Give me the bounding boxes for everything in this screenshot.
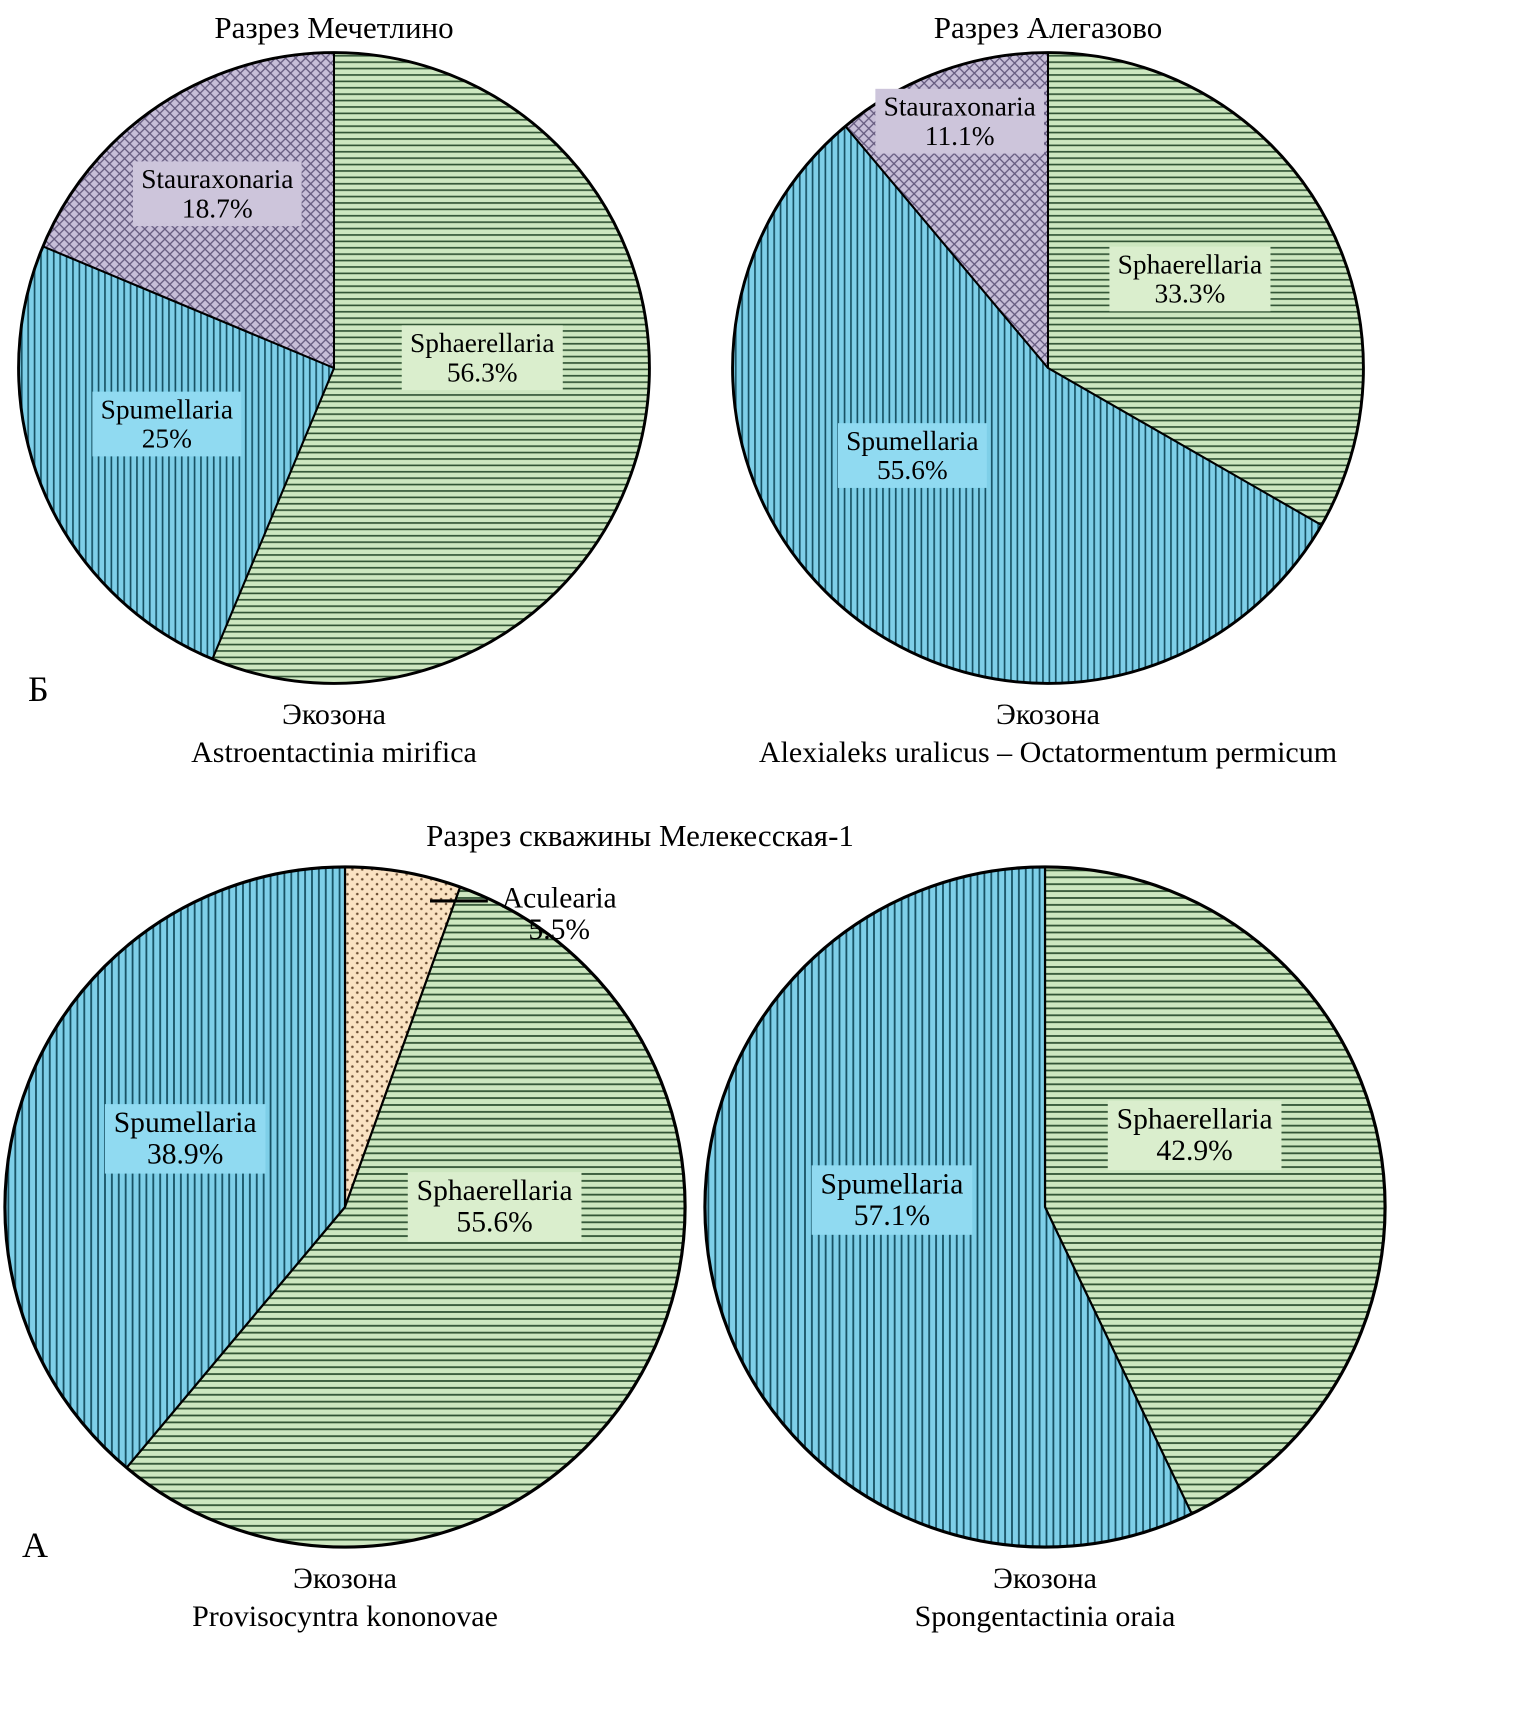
svg-text:18.7%: 18.7% — [182, 193, 253, 223]
top-row: Разрез Мечетлино Sphaerellaria 56.3% Spume… — [0, 0, 1514, 772]
chart-title-mechetlino: Разрез Мечетлино — [214, 10, 454, 45]
caption-mechetlino: Экозона Astroentactinia mirifica — [191, 696, 477, 772]
caption-line-species: Spongentactinia oraia — [914, 1600, 1176, 1633]
svg-text:5.5%: 5.5% — [528, 914, 590, 946]
panel-melekesskaya-right: Sphaerellaria 42.9% Spumellaria 57.1% Экозо… — [700, 862, 1390, 1636]
svg-text:Sphaerellaria: Sphaerellaria — [1117, 1104, 1273, 1136]
svg-text:Sphaerellaria: Sphaerellaria — [1118, 249, 1263, 279]
svg-text:Sphaerellaria: Sphaerellaria — [417, 1175, 573, 1207]
caption-line-ecozone: Экозона — [993, 1562, 1097, 1595]
caption-alegazovo: Экозона Alexialeks uralicus – Octatormen… — [759, 696, 1337, 772]
caption-line-ecozone: Экозона — [282, 698, 386, 731]
svg-text:57.1%: 57.1% — [854, 1200, 930, 1232]
slice-label-box — [104, 1104, 266, 1174]
svg-text:42.9%: 42.9% — [1156, 1135, 1232, 1167]
pie-outline — [731, 51, 1365, 685]
svg-text:Stauraxonaria: Stauraxonaria — [884, 92, 1036, 122]
caption-line-ecozone: Экозона — [996, 698, 1100, 731]
svg-text:Stauraxonaria: Stauraxonaria — [141, 164, 293, 194]
svg-text:38.9%: 38.9% — [147, 1139, 223, 1171]
slice-label-box — [92, 391, 242, 457]
slice-label-box — [132, 161, 302, 227]
panel-mechetlino: Разрез Мечетлино Sphaerellaria 56.3% Spume… — [6, 10, 662, 772]
caption-provisocyntra: Экозона Provisocyntra kononovae — [192, 1560, 498, 1636]
svg-text:Spumellaria: Spumellaria — [821, 1168, 964, 1200]
slice-label-box — [1109, 246, 1271, 312]
svg-text:Spumellaria: Spumellaria — [101, 394, 233, 424]
chart-title-alegazovo: Разрез Алегазово — [933, 10, 1163, 45]
caption-spongentactinia: Экозона Spongentactinia oraia — [915, 1560, 1176, 1636]
svg-text:Aculearia: Aculearia — [502, 883, 617, 915]
svg-text:Sphaerellaria: Sphaerellaria — [410, 328, 555, 358]
panel-letter-b: Б — [28, 669, 49, 709]
svg-text:55.6%: 55.6% — [877, 455, 948, 485]
svg-text:56.3%: 56.3% — [447, 357, 518, 387]
pie-outline — [17, 51, 651, 685]
svg-text:Spumellaria: Spumellaria — [114, 1107, 257, 1139]
panel-letter-a: А — [22, 1525, 48, 1565]
caption-line-species: Provisocyntra kononovae — [192, 1600, 498, 1633]
slice-label-box — [875, 88, 1045, 154]
caption-line-species: Astroentactinia mirifica — [191, 736, 477, 769]
slice-label-box — [401, 325, 563, 391]
panel-alegazovo: Разрез Алегазово Sphaerellaria 33.3% Spume… — [720, 10, 1376, 772]
slice-label-box — [837, 423, 987, 488]
slice-label-box — [1107, 1100, 1282, 1171]
pie-outline — [703, 865, 1387, 1549]
slice-label-box — [811, 1165, 973, 1235]
svg-text:11.1%: 11.1% — [925, 121, 995, 151]
panel-melekesskaya-left: Aculearia 5.5% Sphaerellaria 55.6% Spumellar… — [0, 862, 690, 1636]
pie-outline — [3, 865, 687, 1549]
bottom-row: Aculearia 5.5% Sphaerellaria 55.6% Spumellar… — [0, 862, 1514, 1636]
svg-text:Spumellaria: Spumellaria — [846, 426, 978, 456]
svg-text:33.3%: 33.3% — [1155, 279, 1226, 309]
caption-line-ecozone: Экозона — [293, 1562, 397, 1595]
bottom-row-title: Разрез скважины Мелекесская-1 — [426, 818, 854, 853]
caption-line-species: Alexialeks uralicus – Octatormentum perm… — [758, 736, 1338, 769]
svg-text:55.6%: 55.6% — [456, 1207, 532, 1239]
svg-text:25%: 25% — [142, 424, 192, 454]
slice-label-box — [407, 1172, 582, 1242]
